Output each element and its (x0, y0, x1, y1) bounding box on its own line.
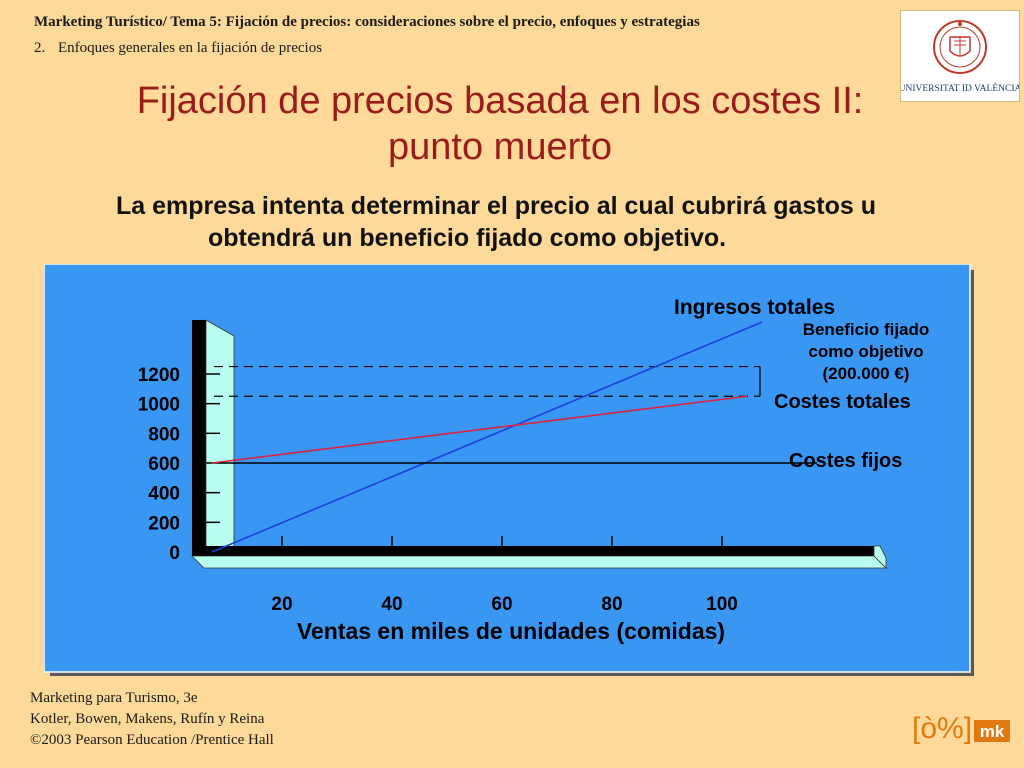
y-tick-label: 0 (169, 543, 180, 564)
x-tick-label: 60 (491, 594, 512, 615)
slide-title-line1: Fijación de precios basada en los costes… (136, 80, 864, 122)
series-label: Costes fijos (789, 450, 902, 472)
break-even-chart: 0 200 400 600 800 1000 1200 20 40 60 80 100 Ingresos… (43, 263, 974, 676)
section-header: 2. Enfoques generales en la fijación de p… (34, 40, 322, 57)
slide-title: Fijación de precios basada en los costes… (70, 78, 930, 170)
section-number: 2. (34, 40, 46, 56)
y-axis-side (205, 319, 235, 553)
intro-line2: obtendrá un beneficio fijado como objeti… (208, 224, 727, 252)
annotation-line1: Beneficio fijado (803, 320, 930, 339)
marketing-logo-icon: [ò%] mk (912, 712, 1010, 745)
marketing-logo-glyph: [ò%] (912, 712, 972, 745)
x-tick-label: 40 (381, 594, 402, 615)
intro-line1: La empresa intenta determinar el precio … (116, 192, 876, 220)
y-tick-label: 1200 (138, 365, 180, 386)
y-tick-label: 1000 (138, 395, 180, 416)
series-line (211, 395, 748, 464)
x-axis-base (191, 555, 887, 569)
annotation-line3: (200.000 €) (823, 364, 910, 383)
footer-book: Marketing para Turismo, 3e (30, 690, 198, 706)
x-tick-label: 20 (271, 594, 292, 615)
y-axis-front (192, 320, 206, 552)
x-axis-end (873, 545, 887, 569)
y-tick-label: 400 (148, 484, 180, 505)
slide-title-line2: punto muerto (388, 126, 612, 168)
y-tick-label: 200 (148, 513, 180, 534)
x-tick-label: 80 (601, 594, 622, 615)
x-tick-label: 100 (706, 594, 738, 615)
annotation-line2: como objetivo (808, 342, 923, 361)
y-tick-label: 800 (148, 424, 180, 445)
footer-copyright: ©2003 Pearson Education /Prentice Hall (30, 732, 274, 748)
university-seal-icon: UNIVERSITAT ID VALÈNCIA (899, 20, 1022, 94)
series-line (211, 321, 763, 553)
university-logo: UNIVERSITAT ID VALÈNCIA (899, 10, 1022, 102)
x-axis-top (192, 546, 874, 556)
footer-credits: Marketing para Turismo, 3e Kotler, Bowen… (30, 688, 274, 751)
series-label: Costes totales (774, 391, 911, 413)
y-tick-label: 600 (148, 454, 180, 475)
section-title: Enfoques generales en la fijación de pre… (58, 40, 323, 56)
x-axis-label: Ventas en miles de unidades (comidas) (297, 618, 725, 644)
marketing-logo-badge: mk (980, 722, 1005, 741)
marketing-logo: [ò%] mk (912, 706, 1012, 754)
chart-svg: 0 200 400 600 800 1000 1200 20 40 60 80 100 Ingresos… (43, 263, 974, 676)
series-label: Ingresos totales (674, 296, 835, 319)
intro-text: La empresa intenta determinar el precio … (116, 190, 996, 254)
university-logo-text: UNIVERSITAT ID VALÈNCIA (901, 82, 1019, 94)
course-header: Marketing Turístico/ Tema 5: Fijación de… (34, 14, 700, 30)
footer-authors: Kotler, Bowen, Makens, Rufín y Reina (30, 711, 265, 727)
